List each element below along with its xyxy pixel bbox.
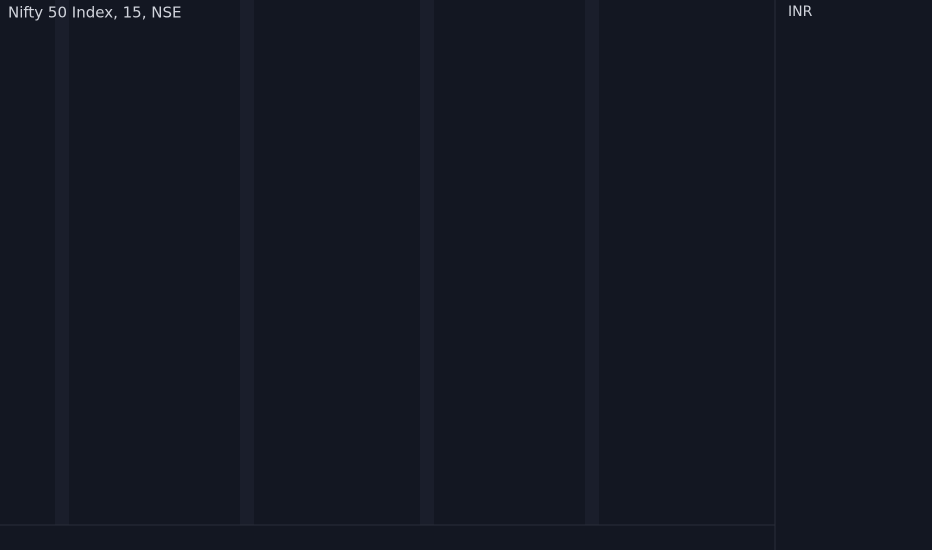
session-stripe bbox=[240, 0, 254, 525]
currency: INR bbox=[788, 4, 813, 20]
chart-title: Nifty 50 Index, 15, NSE bbox=[8, 4, 181, 22]
session-stripe bbox=[55, 0, 69, 525]
session-stripe bbox=[420, 0, 434, 525]
session-stripe bbox=[585, 0, 599, 525]
